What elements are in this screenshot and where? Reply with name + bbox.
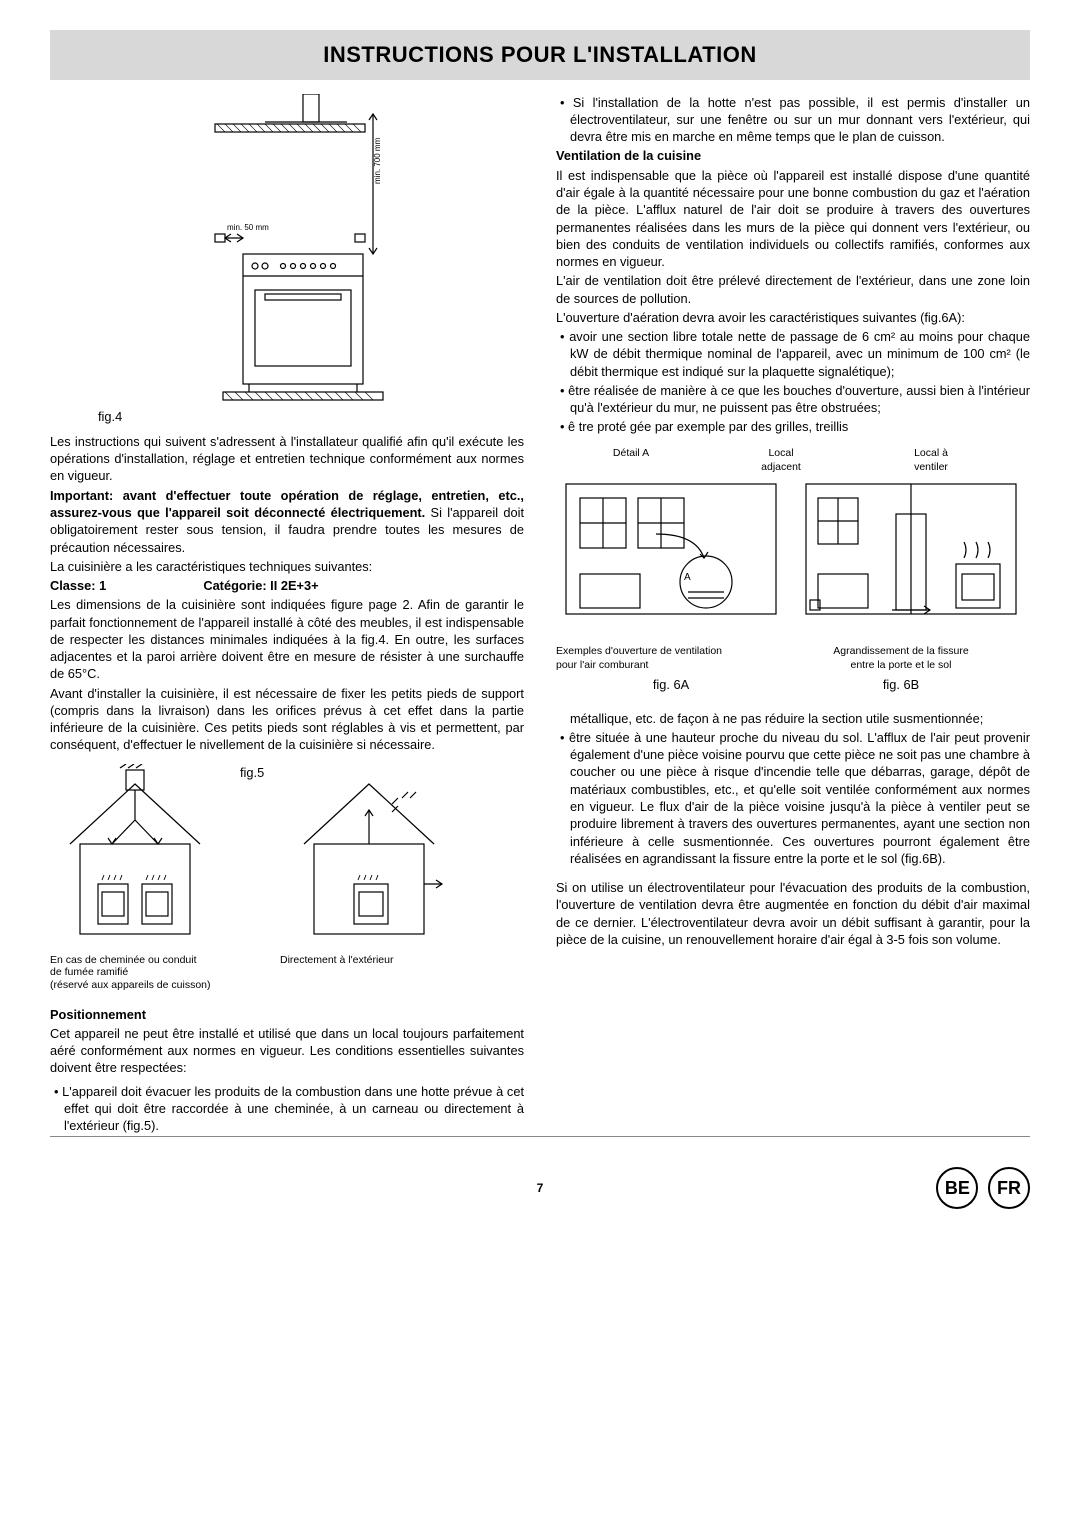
fig6B-label: fig. 6B <box>786 676 1016 693</box>
right-bullet-0: • Si l'installation de la hotte n'est pa… <box>556 94 1030 146</box>
categorie-label: Catégorie: II 2E+3+ <box>203 578 318 593</box>
left-p5: Avant d'installer la cuisinière, il est … <box>50 685 524 754</box>
positionnement-heading: Positionnement <box>50 1006 524 1023</box>
right-p5: Si on utilise un électroventilateur pour… <box>556 879 1030 948</box>
right-p2: L'air de ventilation doit être prélevé d… <box>556 272 1030 307</box>
fig6-cap-l1: Exemples d'ouverture de ventilation <box>556 644 786 658</box>
ventilation-diagram-icon: A <box>556 474 1026 644</box>
svg-text:min. 700 mm: min. 700 mm <box>373 137 382 184</box>
left-p3: La cuisinière a les caractéristiques tec… <box>50 558 524 575</box>
figure-5: fig.5 <box>50 764 524 954</box>
classe-label: Classe: 1 <box>50 578 106 593</box>
house-direct-icon <box>284 764 454 954</box>
page-footer: 7 BE FR <box>50 1161 1030 1209</box>
fig6-detailA: Détail A <box>556 446 706 474</box>
fig5-cap-r: Directement à l'extérieur <box>280 954 393 992</box>
figure-6: Détail A Local adjacent Local à ventiler <box>556 446 1030 694</box>
left-column: min. 700 mm min. 50 mm fig.4 Les instruc… <box>50 94 524 1137</box>
ventilation-heading: Ventilation de la cuisine <box>556 147 1030 164</box>
right-bullet-1: • avoir une section libre totale nette d… <box>556 328 1030 380</box>
figure-4: min. 700 mm min. 50 mm fig.4 <box>50 94 524 429</box>
fig4-label: fig.4 <box>98 408 122 425</box>
right-bullet-2: • être réalisée de manière à ce que les … <box>556 382 1030 417</box>
fig5-cap-l1: En cas de cheminée ou conduit <box>50 954 240 967</box>
cooker-diagram-icon: min. 700 mm min. 50 mm <box>175 94 400 404</box>
fig6-cap-r2: entre la porte et le sol <box>786 658 1016 672</box>
right-column: • Si l'installation de la hotte n'est pa… <box>556 94 1030 1137</box>
content-columns: min. 700 mm min. 50 mm fig.4 Les instruc… <box>50 94 1030 1137</box>
page-number: 7 <box>170 1180 910 1196</box>
right-p1: Il est indispensable que la pièce où l'a… <box>556 167 1030 271</box>
svg-text:min. 50 mm: min. 50 mm <box>227 223 269 232</box>
left-p1: Les instructions qui suivent s'adressent… <box>50 433 524 485</box>
fig6A-label: fig. 6A <box>556 676 786 693</box>
left-p4: Les dimensions de la cuisinière sont ind… <box>50 596 524 682</box>
badge-fr: FR <box>988 1167 1030 1209</box>
right-p4a: métallique, etc. de façon à ne pas rédui… <box>556 710 1030 727</box>
footer-rule <box>50 1136 1030 1137</box>
fig5-cap-l2: de fumée ramifié <box>50 966 240 979</box>
right-bullet-3: • ê tre proté gée par exemple par des gr… <box>556 418 1030 435</box>
left-p6: Cet appareil ne peut être installé et ut… <box>50 1025 524 1077</box>
left-bullet-1: • L'appareil doit évacuer les produits d… <box>50 1083 524 1135</box>
right-bullet-4: • être située à une hauteur proche du ni… <box>556 729 1030 867</box>
fig5-label: fig.5 <box>240 764 264 781</box>
fig5-cap-l3: (réservé aux appareils de cuisson) <box>50 979 240 992</box>
classe-row: Classe: 1 Catégorie: II 2E+3+ <box>50 577 524 594</box>
fig6-cap-l2: pour l'air comburant <box>556 658 786 672</box>
fig6-cap-r1: Agrandissement de la fissure <box>786 644 1016 658</box>
badge-be: BE <box>936 1167 978 1209</box>
left-p2: Important: avant d'effectuer toute opéra… <box>50 487 524 556</box>
page-title: INSTRUCTIONS POUR L'INSTALLATION <box>50 30 1030 80</box>
svg-text:A: A <box>684 572 691 583</box>
fig6-local-vent: Local à ventiler <box>856 446 1006 474</box>
right-p3: L'ouverture d'aération devra avoir les c… <box>556 309 1030 326</box>
fig6-local-adj: Local adjacent <box>706 446 856 474</box>
fig5-captions: En cas de cheminée ou conduit de fumée r… <box>50 954 524 992</box>
house-chimney-icon <box>50 764 220 954</box>
